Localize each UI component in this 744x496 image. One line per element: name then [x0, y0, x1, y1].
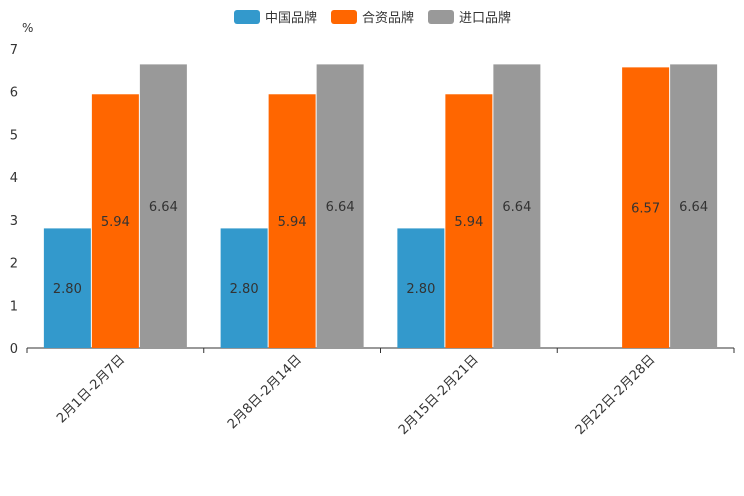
- data-label: 6.64: [149, 200, 178, 215]
- legend-swatch-joint-venture-brand: [331, 9, 358, 24]
- x-tick-label: 2月8日-2月14日: [225, 352, 305, 432]
- bar[interactable]: [670, 64, 718, 349]
- data-label: 6.64: [502, 200, 531, 215]
- legend-swatch-import-brand: [428, 9, 455, 24]
- data-label: 5.94: [101, 215, 130, 230]
- data-label: 6.64: [326, 200, 355, 215]
- legend-label-import-brand: 进口品牌: [459, 11, 512, 26]
- x-tick-label: 2月15日-2月21日: [396, 352, 482, 438]
- bar[interactable]: [268, 94, 316, 348]
- legend-item-import-brand[interactable]: 进口品牌: [428, 7, 511, 26]
- legend-label-joint-venture-brand: 合资品牌: [362, 11, 415, 26]
- data-label: 2.80: [230, 282, 259, 297]
- bar[interactable]: [622, 67, 670, 349]
- x-tick-label: 2月22日-2月28日: [573, 352, 659, 438]
- bar[interactable]: [445, 94, 493, 348]
- bar[interactable]: [139, 64, 187, 349]
- data-label: 2.80: [406, 282, 435, 297]
- y-tick-label: 0: [10, 342, 18, 357]
- y-axis-unit: %: [22, 21, 34, 35]
- data-label: 6.64: [679, 200, 708, 215]
- data-label: 6.57: [631, 202, 660, 217]
- y-tick-label: 1: [10, 299, 18, 314]
- y-tick-label: 4: [10, 171, 18, 186]
- y-tick-label: 6: [10, 86, 18, 101]
- bar[interactable]: [316, 64, 364, 349]
- legend-item-china-brand[interactable]: 中国品牌: [234, 7, 317, 26]
- y-tick-label: 7: [10, 43, 18, 58]
- bar[interactable]: [91, 94, 139, 348]
- data-label: 5.94: [278, 215, 307, 230]
- legend-label-china-brand: 中国品牌: [265, 11, 318, 26]
- x-tick-label: 2月1日-2月7日: [54, 352, 128, 426]
- bar[interactable]: [493, 64, 541, 349]
- bar[interactable]: [43, 228, 91, 348]
- bar[interactable]: [397, 228, 445, 348]
- y-tick-label: 5: [10, 128, 18, 143]
- y-tick-label: 3: [10, 214, 18, 229]
- data-label: 5.94: [454, 215, 483, 230]
- bar[interactable]: [220, 228, 268, 348]
- y-tick-label: 2: [10, 257, 18, 272]
- legend: 中国品牌 合资品牌 进口品牌: [234, 7, 511, 26]
- data-label: 2.80: [53, 282, 82, 297]
- legend-swatch-china-brand: [234, 9, 260, 24]
- legend-item-joint-venture-brand[interactable]: 合资品牌: [331, 7, 414, 26]
